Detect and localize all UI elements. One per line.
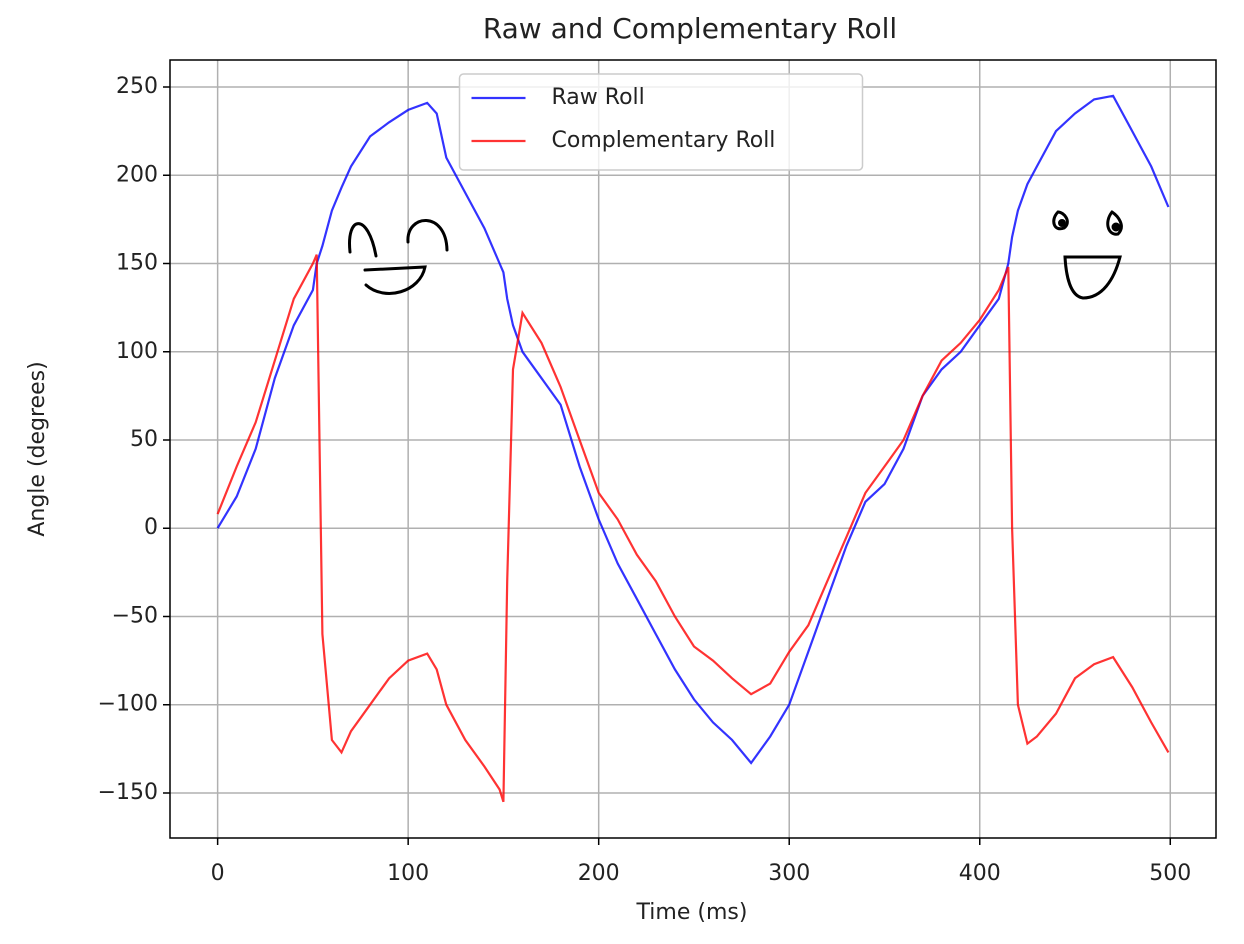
x-tick-label: 300 [768,861,810,886]
legend-box [458,73,864,171]
x-tick-label: 100 [387,861,429,886]
x-tick-label: 400 [959,861,1001,886]
plot-area: 0 100 200 300 400 500 −150 −100 −50 0 50 100 150 200 2… [98,59,1217,886]
legend: Raw Roll Complementary Roll [458,73,864,171]
y-tick-label: −150 [98,780,158,805]
legend-label: Raw Roll [552,85,645,110]
doodle-right-face [1052,210,1123,300]
data-line [216,94,1170,765]
y-tick-label: 100 [116,339,158,364]
x-tick-label: 200 [578,861,620,886]
y-tick-label: 200 [116,162,158,187]
y-tick-label: 0 [144,515,158,540]
x-tick-label: 0 [211,861,225,886]
y-tick-label: −50 [112,603,158,628]
y-axis-label: Angle (degrees) [25,361,50,536]
y-tick-label: 50 [130,427,158,452]
y-tick-label: −100 [98,692,158,717]
y-tick-label: 150 [116,251,158,276]
data-line [216,254,1170,803]
x-axis-label: Time (ms) [636,900,748,925]
doodle-left-face [348,219,449,295]
y-tick-label: 250 [116,74,158,99]
legend-label: Complementary Roll [552,128,776,153]
axes-frame [169,59,1217,839]
x-tick-label: 500 [1149,861,1191,886]
chart-title: Raw and Complementary Roll [483,12,897,45]
